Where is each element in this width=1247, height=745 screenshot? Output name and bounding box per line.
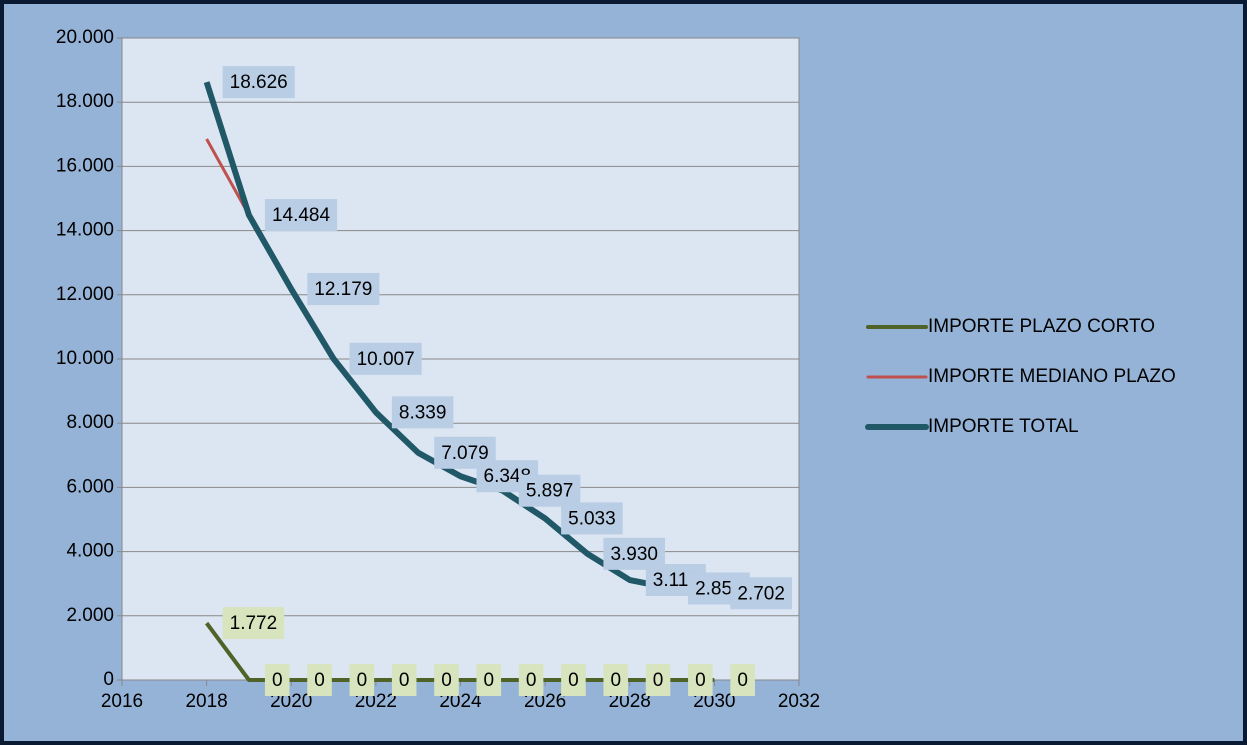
data-label-box xyxy=(645,664,671,696)
data-label-box xyxy=(730,664,755,696)
data-label: 18.626 xyxy=(230,72,288,93)
data-label-box xyxy=(688,664,713,696)
y-tick-label: 20.000 xyxy=(56,27,114,48)
x-tick-label: 2018 xyxy=(185,691,227,712)
y-tick-label: 2.000 xyxy=(66,605,114,626)
y-tick-label: 0 xyxy=(103,669,114,690)
x-tick-label: 2032 xyxy=(778,691,820,712)
data-label-box xyxy=(730,577,792,610)
y-tick-label: 4.000 xyxy=(66,541,114,562)
data-label: 0 xyxy=(272,670,283,691)
data-label: 2.702 xyxy=(737,583,785,604)
y-tick-label: 12.000 xyxy=(56,284,114,305)
y-tick-label: 18.000 xyxy=(56,91,114,112)
legend-label: IMPORTE MEDIANO PLAZO xyxy=(928,366,1176,387)
y-tick-label: 14.000 xyxy=(56,220,114,241)
data-label-box xyxy=(222,66,295,99)
data-label: 3.115 xyxy=(653,570,699,591)
data-label-box xyxy=(307,664,332,696)
data-label-box xyxy=(222,607,285,640)
data-label-box xyxy=(476,664,502,696)
y-tick-label: 16.000 xyxy=(56,155,114,176)
data-label-box xyxy=(561,502,623,535)
data-label: 0 xyxy=(399,670,410,691)
data-label: 0 xyxy=(357,670,368,691)
data-label-box xyxy=(307,273,380,306)
data-label: 0 xyxy=(441,670,452,691)
data-label: 0 xyxy=(695,670,706,691)
data-label-box xyxy=(518,664,544,696)
data-label-box xyxy=(518,474,581,507)
data-label-box xyxy=(349,342,422,375)
data-label-box xyxy=(434,664,459,696)
series-line xyxy=(205,621,715,682)
data-label: 0 xyxy=(653,670,664,691)
x-tick-label: 2030 xyxy=(693,691,735,712)
data-label-box xyxy=(391,664,417,696)
x-tick-label: 2022 xyxy=(355,691,397,712)
data-label: 8.339 xyxy=(399,402,447,423)
legend-label: IMPORTE PLAZO CORTO xyxy=(928,316,1155,337)
data-label: 0 xyxy=(484,670,495,691)
y-tick-label: 6.000 xyxy=(66,476,114,497)
data-label: 0 xyxy=(737,670,748,691)
data-label: 7.079 xyxy=(441,443,489,464)
data-label-box xyxy=(603,664,629,696)
data-label: 0 xyxy=(610,670,621,691)
y-tick-label: 8.000 xyxy=(66,412,114,433)
data-label: 3.930 xyxy=(610,544,658,565)
data-label: 1.772 xyxy=(230,613,278,634)
data-label: 0 xyxy=(526,670,537,691)
x-tick-label: 2024 xyxy=(439,691,482,712)
data-label: 10.007 xyxy=(357,349,415,370)
data-label-box xyxy=(349,664,375,696)
data-label: 5.033 xyxy=(568,508,616,529)
x-tick-label: 2026 xyxy=(524,691,566,712)
data-label: 0 xyxy=(568,670,579,691)
x-tick-label: 2020 xyxy=(270,691,312,712)
data-label: 14.484 xyxy=(272,205,331,226)
series-line xyxy=(203,81,715,597)
data-label: 5.897 xyxy=(526,481,574,502)
x-tick-label: 2028 xyxy=(609,691,651,712)
data-label-box xyxy=(264,199,338,232)
x-tick-label: 2016 xyxy=(101,691,143,712)
data-label-box xyxy=(561,664,586,696)
data-label-box xyxy=(264,664,290,696)
data-label-box xyxy=(391,396,454,429)
y-tick-label: 10.000 xyxy=(56,348,114,369)
legend-label: IMPORTE TOTAL xyxy=(928,416,1079,437)
data-label: 12.179 xyxy=(314,279,372,300)
data-label: 0 xyxy=(314,670,325,691)
